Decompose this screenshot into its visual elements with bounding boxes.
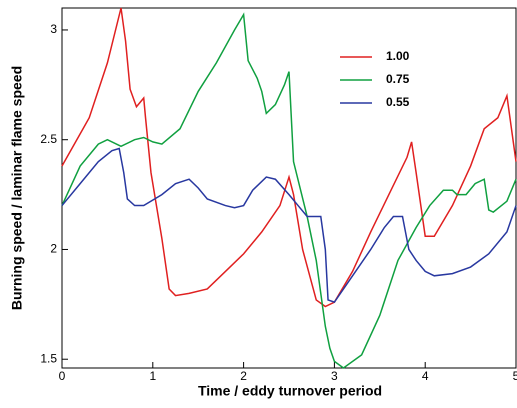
x-tick-label: 2 [240, 369, 247, 383]
x-tick-label: 4 [422, 369, 429, 383]
x-axis-label: Time / eddy turnover period [198, 383, 382, 399]
series-line [61, 12, 517, 369]
x-tick-label: 5 [513, 369, 517, 383]
y-tick-label: 3 [50, 22, 57, 36]
x-tick-label: 1 [149, 369, 156, 383]
plot-frame [61, 7, 517, 369]
series-line [61, 7, 517, 308]
legend-label: 0.75 [386, 72, 410, 86]
y-tick-label: 2.5 [40, 132, 57, 146]
legend-label: 0.55 [386, 95, 410, 109]
series-line [61, 147, 517, 304]
y-axis-label: Burning speed / laminar flame speed [9, 66, 25, 310]
x-tick-label: 0 [59, 369, 66, 383]
x-tick-label: 3 [331, 369, 338, 383]
y-tick-label: 2 [50, 242, 57, 256]
y-tick-label: 1.5 [40, 351, 57, 365]
legend-label: 1.00 [386, 49, 410, 63]
